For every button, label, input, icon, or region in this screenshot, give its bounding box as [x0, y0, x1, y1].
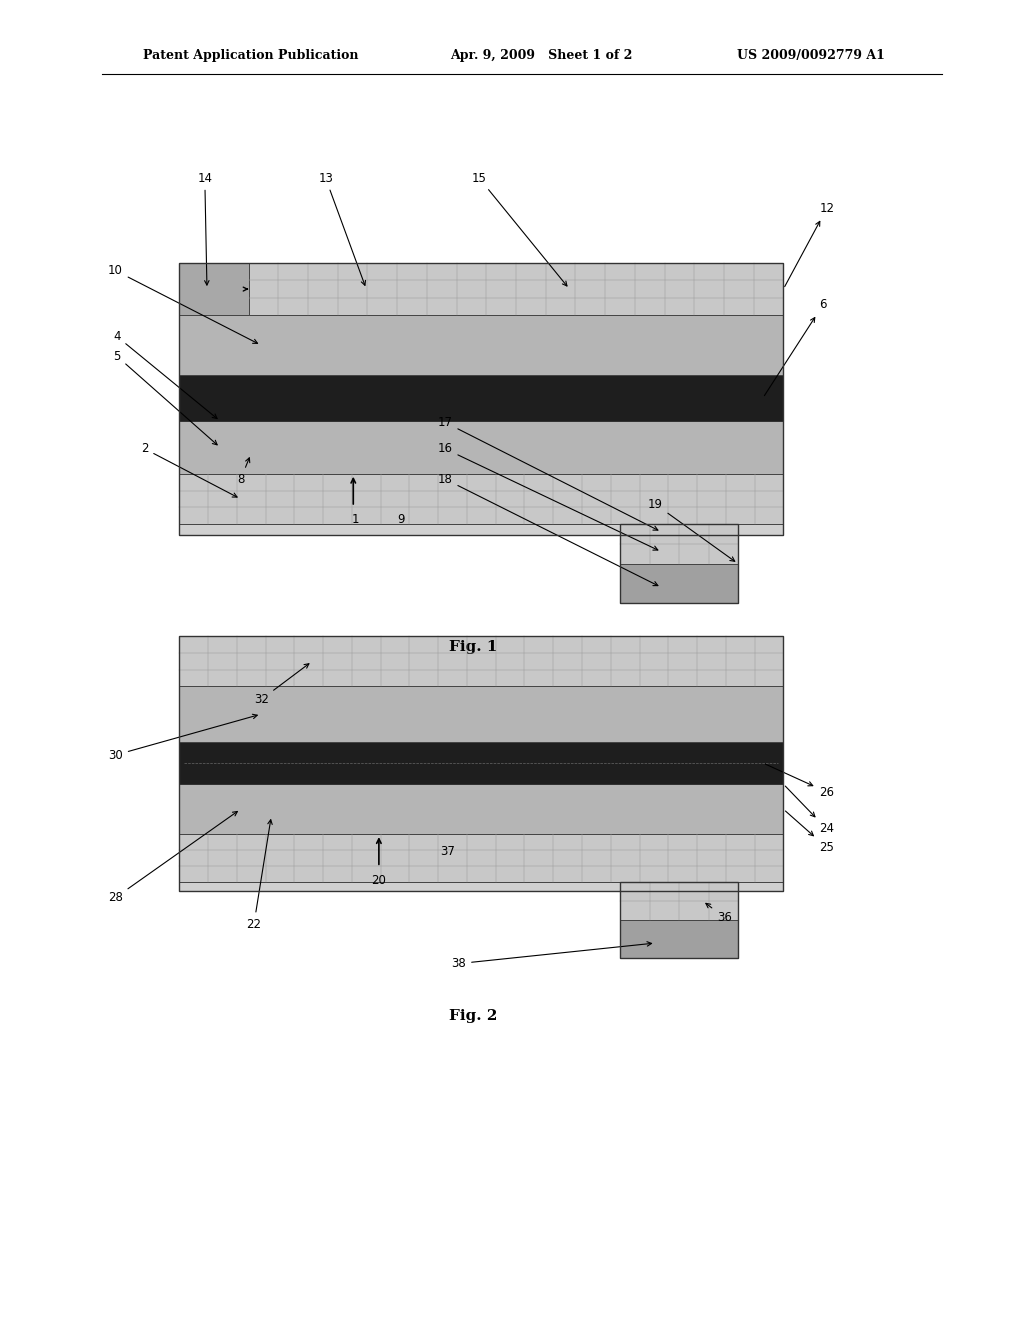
- Text: 19: 19: [648, 498, 735, 561]
- Text: 37: 37: [440, 845, 455, 858]
- Bar: [179, 474, 783, 524]
- Text: Fig. 1: Fig. 1: [449, 640, 498, 653]
- Text: 16: 16: [437, 442, 657, 550]
- Text: US 2009/0092779 A1: US 2009/0092779 A1: [737, 49, 885, 62]
- Text: 8: 8: [237, 458, 250, 486]
- Text: 10: 10: [108, 264, 258, 343]
- Bar: [179, 742, 783, 784]
- Bar: [179, 636, 783, 686]
- Text: 4: 4: [114, 330, 217, 418]
- Text: 30: 30: [109, 714, 257, 762]
- Text: 25: 25: [785, 810, 835, 854]
- Bar: [179, 263, 783, 535]
- Text: 17: 17: [437, 416, 657, 531]
- Text: 18: 18: [437, 473, 657, 586]
- Bar: [621, 524, 738, 564]
- Text: Fig. 2: Fig. 2: [449, 1010, 498, 1023]
- Text: Apr. 9, 2009   Sheet 1 of 2: Apr. 9, 2009 Sheet 1 of 2: [451, 49, 633, 62]
- Text: 36: 36: [706, 903, 732, 924]
- Bar: [621, 882, 738, 958]
- Bar: [179, 263, 249, 315]
- Bar: [179, 686, 783, 742]
- Bar: [179, 315, 783, 375]
- Text: 1: 1: [351, 513, 359, 527]
- Bar: [179, 636, 783, 891]
- Bar: [179, 524, 783, 535]
- Bar: [621, 882, 738, 920]
- Text: 15: 15: [472, 172, 567, 286]
- Text: 24: 24: [785, 787, 835, 836]
- Text: 22: 22: [247, 820, 272, 931]
- Bar: [621, 920, 738, 958]
- Text: 26: 26: [765, 764, 835, 799]
- Text: 13: 13: [318, 172, 366, 285]
- Text: 14: 14: [198, 172, 212, 285]
- Text: 32: 32: [254, 664, 309, 706]
- Text: 38: 38: [452, 941, 651, 970]
- Bar: [179, 784, 783, 834]
- Text: 5: 5: [114, 350, 217, 445]
- Bar: [621, 564, 738, 603]
- Text: 9: 9: [397, 513, 406, 527]
- Text: 20: 20: [372, 874, 386, 887]
- Text: 6: 6: [764, 298, 826, 396]
- Bar: [179, 375, 783, 421]
- Bar: [621, 524, 738, 603]
- Text: Patent Application Publication: Patent Application Publication: [143, 49, 358, 62]
- Bar: [249, 263, 783, 315]
- Text: 28: 28: [108, 812, 238, 904]
- Text: 12: 12: [784, 202, 835, 286]
- Bar: [179, 882, 783, 891]
- Text: 2: 2: [141, 442, 238, 498]
- Bar: [179, 834, 783, 882]
- Bar: [179, 421, 783, 474]
